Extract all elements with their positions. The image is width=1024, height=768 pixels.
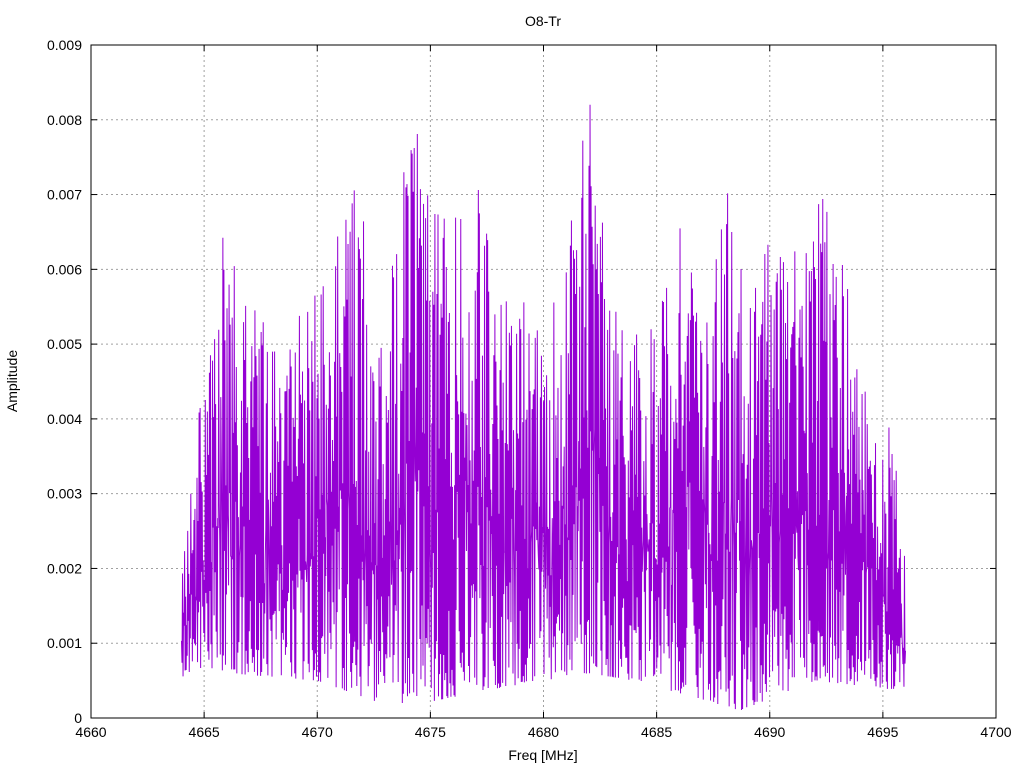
y-tick-label: 0.009 — [47, 37, 82, 53]
x-tick-label: 4670 — [302, 724, 333, 740]
x-tick-label: 4695 — [867, 724, 898, 740]
y-axis-label: Amplitude — [4, 350, 20, 412]
x-axis: 4660 4665 4670 4675 4680 4685 4690 4695 4700 — [75, 45, 1012, 740]
y-tick-label: 0.004 — [47, 411, 82, 427]
y-tick-label: 0 — [74, 710, 82, 726]
y-tick-label: 0.005 — [47, 336, 82, 352]
x-tick-label: 4680 — [528, 724, 559, 740]
x-tick-label: 4675 — [415, 724, 446, 740]
x-tick-label: 4700 — [980, 724, 1011, 740]
chart-title: O8-Tr — [525, 13, 561, 29]
y-axis: 0 0.001 0.002 0.003 0.004 0.005 0.006 0.007 0.00… — [47, 37, 996, 726]
y-tick-label: 0.003 — [47, 486, 82, 502]
data-series — [181, 104, 906, 711]
x-tick-label: 4690 — [754, 724, 785, 740]
x-tick-label: 4685 — [641, 724, 672, 740]
y-tick-label: 0.008 — [47, 112, 82, 128]
x-tick-label: 4660 — [75, 724, 106, 740]
y-tick-label: 0.001 — [47, 635, 82, 651]
y-tick-label: 0.002 — [47, 560, 82, 576]
x-axis-label: Freq [MHz] — [508, 747, 577, 763]
series-line-0 — [181, 104, 906, 711]
x-tick-label: 4665 — [189, 724, 220, 740]
y-tick-label: 0.006 — [47, 261, 82, 277]
y-tick-label: 0.007 — [47, 187, 82, 203]
